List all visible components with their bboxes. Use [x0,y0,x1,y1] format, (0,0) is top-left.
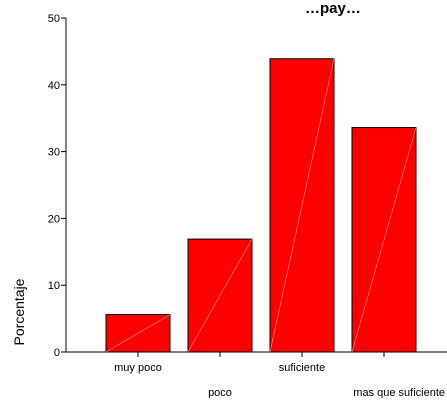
y-tick-label: 10 [48,280,60,292]
bar-diagonal [351,127,417,353]
x-tick-label: suficiente [279,362,325,374]
bar-4 [351,127,417,353]
y-tick-label: 50 [48,13,60,25]
y-axis-title: Porcentaje [11,278,27,345]
x-tick-label: muy poco [114,362,162,374]
bar-1 [105,314,171,353]
bar-diagonal [187,238,253,353]
x-tick-label: poco [208,387,232,398]
y-tick-label: 40 [48,80,60,92]
x-ticks-group: muy poco poco suficiente mas que suficiente [114,352,445,399]
y-tick-label: 30 [48,147,60,159]
x-tick-label: mas que suficiente [353,387,445,398]
y-tick-label: 0 [54,347,60,359]
y-tick-label: 20 [48,213,60,225]
bar-3 [269,58,335,353]
bar-2 [187,238,253,353]
bar-diagonal [105,314,171,353]
bar-diagonal [269,58,335,353]
bars-group [105,58,417,353]
chart-title: …pay… [305,0,361,17]
y-ticks-group: 0 10 20 30 40 50 [48,13,66,359]
